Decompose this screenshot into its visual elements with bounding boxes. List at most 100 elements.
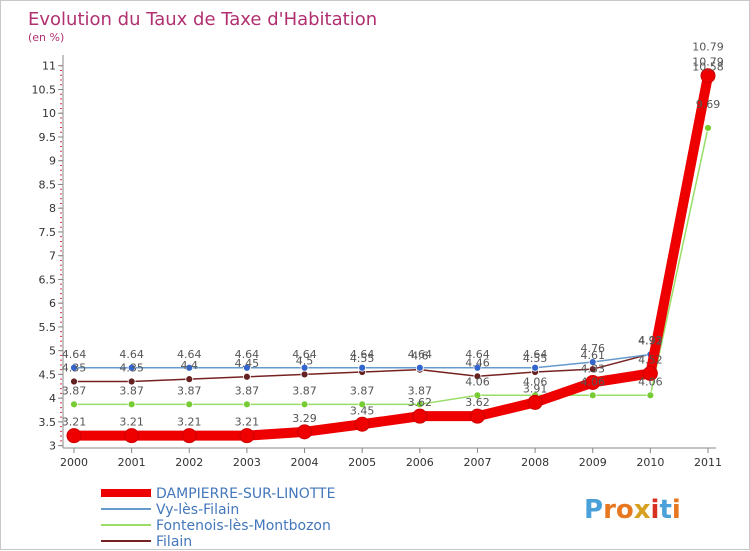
data-point-dampierre-sur-linotte	[585, 374, 601, 390]
data-point-filain	[473, 372, 482, 381]
x-tick-label: 2011	[694, 456, 722, 469]
logo-letter: P	[584, 495, 603, 525]
x-tick-label: 2006	[406, 456, 434, 469]
data-point-filain	[127, 377, 136, 386]
legend-label: Filain	[156, 534, 192, 550]
data-point-vy-l-s-filain	[127, 363, 136, 372]
data-label-vy-l-s-filain: 4.76	[580, 342, 605, 355]
y-tick-label: 6.5	[39, 273, 57, 286]
data-point-fontenois-l-s-montbozon	[70, 400, 78, 409]
data-label-fontenois-l-s-montbozon: 3.87	[119, 384, 144, 397]
data-label-vy-l-s-filain: 4.64	[350, 348, 375, 361]
data-label-filain: 4.5	[296, 354, 314, 367]
logo-letter: i	[672, 495, 681, 525]
data-label-filain: 4.61	[580, 349, 605, 362]
y-tick-label: 6	[49, 297, 56, 310]
data-point-dampierre-sur-linotte	[412, 408, 428, 424]
data-label-dampierre-sur-linotte: 10.79	[692, 56, 724, 69]
data-point-vy-l-s-filain	[588, 358, 597, 366]
logo-letter: t	[659, 495, 671, 525]
data-label-dampierre-sur-linotte: 3.62	[408, 396, 433, 409]
data-label-filain: 4.35	[119, 362, 144, 375]
data-label-dampierre-sur-linotte: 3.45	[350, 404, 375, 417]
data-label-fontenois-l-s-montbozon: 4.06	[523, 375, 548, 388]
data-point-fontenois-l-s-montbozon	[588, 391, 597, 400]
data-label-fontenois-l-s-montbozon: 4.06	[638, 375, 663, 388]
y-tick-label: 8.5	[39, 178, 57, 191]
series-line-fontenois-l-s-montbozon	[73, 127, 709, 406]
logo-letter: o	[616, 495, 634, 525]
data-label-fontenois-l-s-montbozon: 9.69	[696, 98, 721, 111]
logo-text: Proxiti	[584, 495, 681, 525]
data-label-vy-l-s-filain: 4.64	[523, 348, 548, 361]
y-tick-label: 8	[49, 202, 56, 215]
data-label-dampierre-sur-linotte: 3.21	[177, 416, 202, 429]
data-label-vy-l-s-filain: 4.64	[119, 348, 144, 361]
data-point-fontenois-l-s-montbozon	[473, 391, 482, 400]
data-label-fontenois-l-s-montbozon: 3.87	[350, 384, 375, 397]
y-tick-label: 7	[49, 250, 56, 263]
x-tick-label: 2008	[521, 456, 549, 469]
data-point-dampierre-sur-linotte	[124, 428, 140, 444]
x-tick-label: 2009	[579, 456, 607, 469]
x-tick-label: 2002	[175, 456, 203, 469]
proxiti-logo: Proxiti	[584, 495, 681, 525]
data-point-dampierre-sur-linotte	[239, 428, 255, 444]
data-label-fontenois-l-s-montbozon: 3.87	[408, 384, 433, 397]
data-label-vy-l-s-filain: 4.64	[62, 348, 87, 361]
data-label-filain: 10.79	[692, 41, 724, 54]
data-label-fontenois-l-s-montbozon: 4.06	[465, 375, 490, 388]
data-label-filain: 4.45	[235, 357, 260, 370]
data-point-fontenois-l-s-montbozon	[243, 400, 251, 409]
legend-label: DAMPIERRE-SUR-LINOTTE	[156, 486, 335, 502]
series-line-filain	[73, 74, 709, 383]
series-layer	[66, 68, 716, 444]
data-point-dampierre-sur-linotte	[642, 365, 658, 381]
y-tick-label: 9.5	[39, 131, 57, 144]
data-label-fontenois-l-s-montbozon: 3.87	[62, 384, 87, 397]
data-point-vy-l-s-filain	[185, 363, 194, 372]
data-point-vy-l-s-filain	[531, 363, 539, 372]
y-tick-label: 4	[49, 392, 56, 405]
legend-label: Vy-lès-Filain	[156, 502, 239, 518]
x-tick-label: 2005	[348, 456, 376, 469]
data-point-fontenois-l-s-montbozon	[415, 400, 424, 409]
data-label-fontenois-l-s-montbozon: 4.06	[580, 375, 605, 388]
data-label-vy-l-s-filain: 4.64	[177, 348, 202, 361]
data-label-dampierre-sur-linotte: 3.21	[119, 416, 144, 429]
data-label-filain: 4.35	[62, 362, 87, 375]
data-point-fontenois-l-s-montbozon	[185, 400, 194, 409]
data-point-vy-l-s-filain	[415, 363, 424, 372]
series-line-dampierre-sur-linotte	[69, 70, 713, 441]
data-point-filain	[243, 372, 251, 381]
data-point-dampierre-sur-linotte	[181, 428, 197, 444]
y-tick-label: 11	[42, 60, 56, 73]
data-label-dampierre-sur-linotte: 3.21	[62, 416, 87, 429]
y-tick-label: 4.5	[39, 368, 57, 381]
data-label-fontenois-l-s-montbozon: 3.87	[235, 384, 260, 397]
data-label-vy-l-s-filain: 4.64	[465, 348, 490, 361]
data-point-vy-l-s-filain	[300, 363, 309, 372]
data-point-dampierre-sur-linotte	[700, 68, 716, 84]
data-point-dampierre-sur-linotte	[469, 408, 485, 424]
data-point-vy-l-s-filain	[473, 363, 482, 372]
data-point-dampierre-sur-linotte	[354, 416, 370, 432]
data-point-vy-l-s-filain	[358, 363, 367, 372]
data-point-fontenois-l-s-montbozon	[358, 400, 367, 409]
data-label-filain: 4.55	[350, 352, 375, 365]
data-label-filain: 4.4	[181, 359, 199, 372]
data-label-filain: 4.55	[523, 352, 548, 365]
y-tick-label: 3.5	[39, 416, 57, 429]
chart-subtitle: (en %)	[28, 31, 64, 44]
legend-label: Fontenois-lès-Montbozon	[156, 518, 331, 534]
data-labels: 3.21 3.21 3.21 3.21 3.29 3.45 3.62 3.62 3.91 4.33…	[62, 41, 724, 429]
x-tick-label: 2007	[463, 456, 491, 469]
data-label-dampierre-sur-linotte: 3.91	[523, 382, 548, 395]
series-line-vy-l-s-filain	[73, 84, 709, 369]
data-point-dampierre-sur-linotte	[297, 424, 313, 440]
logo-letter: x	[634, 495, 651, 525]
y-tick-label: 5	[49, 345, 56, 358]
data-label-vy-l-s-filain: 4.64	[292, 348, 317, 361]
data-point-vy-l-s-filain	[70, 363, 78, 372]
data-label-dampierre-sur-linotte: 3.62	[465, 396, 490, 409]
